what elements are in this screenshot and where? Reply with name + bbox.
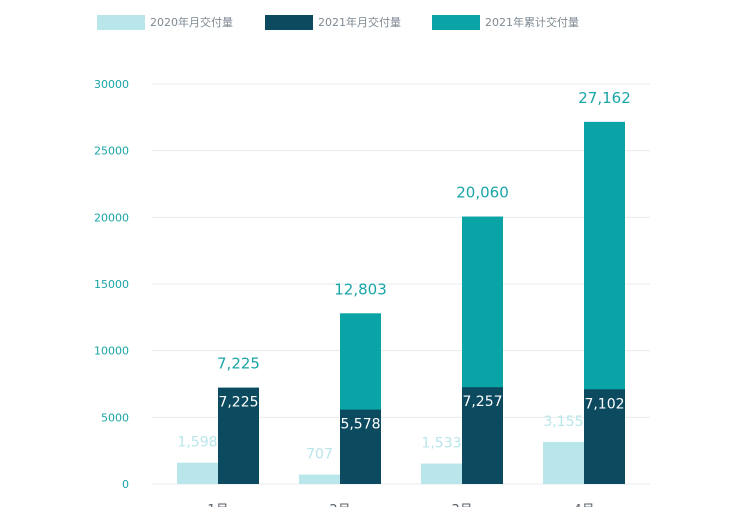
bar-2021-monthly <box>340 409 381 484</box>
bar-2021-monthly <box>584 389 625 484</box>
y-tick-label: 15000 <box>94 278 129 291</box>
x-tick-label: 1月 <box>207 503 228 507</box>
data-label-2020-monthly: 3,155 <box>543 414 583 430</box>
y-tick-label: 20000 <box>94 211 129 224</box>
legend-swatch-2021-cumulative <box>432 14 480 30</box>
y-tick-label: 25000 <box>94 145 129 158</box>
y-tick-label: 5000 <box>101 411 129 424</box>
bar-2020-monthly <box>177 462 218 484</box>
legend: 2020年月交付量 2021年月交付量 2021年累计交付量 <box>0 14 744 34</box>
y-tick-label: 0 <box>122 478 129 491</box>
legend-label-2021-monthly: 2021年月交付量 <box>318 16 401 29</box>
data-label-2021-cumulative: 12,803 <box>334 280 387 298</box>
legend-label-2021-cumulative: 2021年累计交付量 <box>485 16 579 29</box>
bar-2020-monthly <box>299 474 340 484</box>
bar-2021-monthly <box>218 387 259 484</box>
x-tick-label: 3月 <box>451 503 472 507</box>
legend-swatch-2020 <box>97 14 145 30</box>
data-label-2021-monthly: 7,102 <box>584 396 624 412</box>
legend-swatch-2021-monthly <box>265 14 313 30</box>
data-label-2021-cumulative: 7,225 <box>217 355 260 373</box>
x-tick-label: 4月 <box>573 503 594 507</box>
data-label-2021-monthly: 7,225 <box>218 395 258 411</box>
data-label-2021-monthly: 7,257 <box>462 394 502 410</box>
data-label-2020-monthly: 1,533 <box>421 436 461 452</box>
bar-2020-monthly <box>421 463 462 484</box>
y-tick-label: 10000 <box>94 345 129 358</box>
legend-item-2020: 2020年月交付量 <box>97 14 233 30</box>
data-label-2020-monthly: 707 <box>306 447 333 463</box>
x-tick-label: 2月 <box>329 503 350 507</box>
legend-label-2020: 2020年月交付量 <box>150 16 233 29</box>
data-label-2020-monthly: 1,598 <box>177 435 217 451</box>
legend-item-2021-cumulative: 2021年累计交付量 <box>432 14 579 30</box>
bar-2020-monthly <box>543 441 584 484</box>
legend-item-2021-monthly: 2021年月交付量 <box>265 14 401 30</box>
y-tick-label: 30000 <box>94 78 129 91</box>
bar-2021-monthly <box>462 387 503 484</box>
data-label-2021-cumulative: 27,162 <box>578 89 631 107</box>
data-label-2021-monthly: 5,578 <box>340 417 380 433</box>
data-label-2021-cumulative: 20,060 <box>456 184 509 202</box>
